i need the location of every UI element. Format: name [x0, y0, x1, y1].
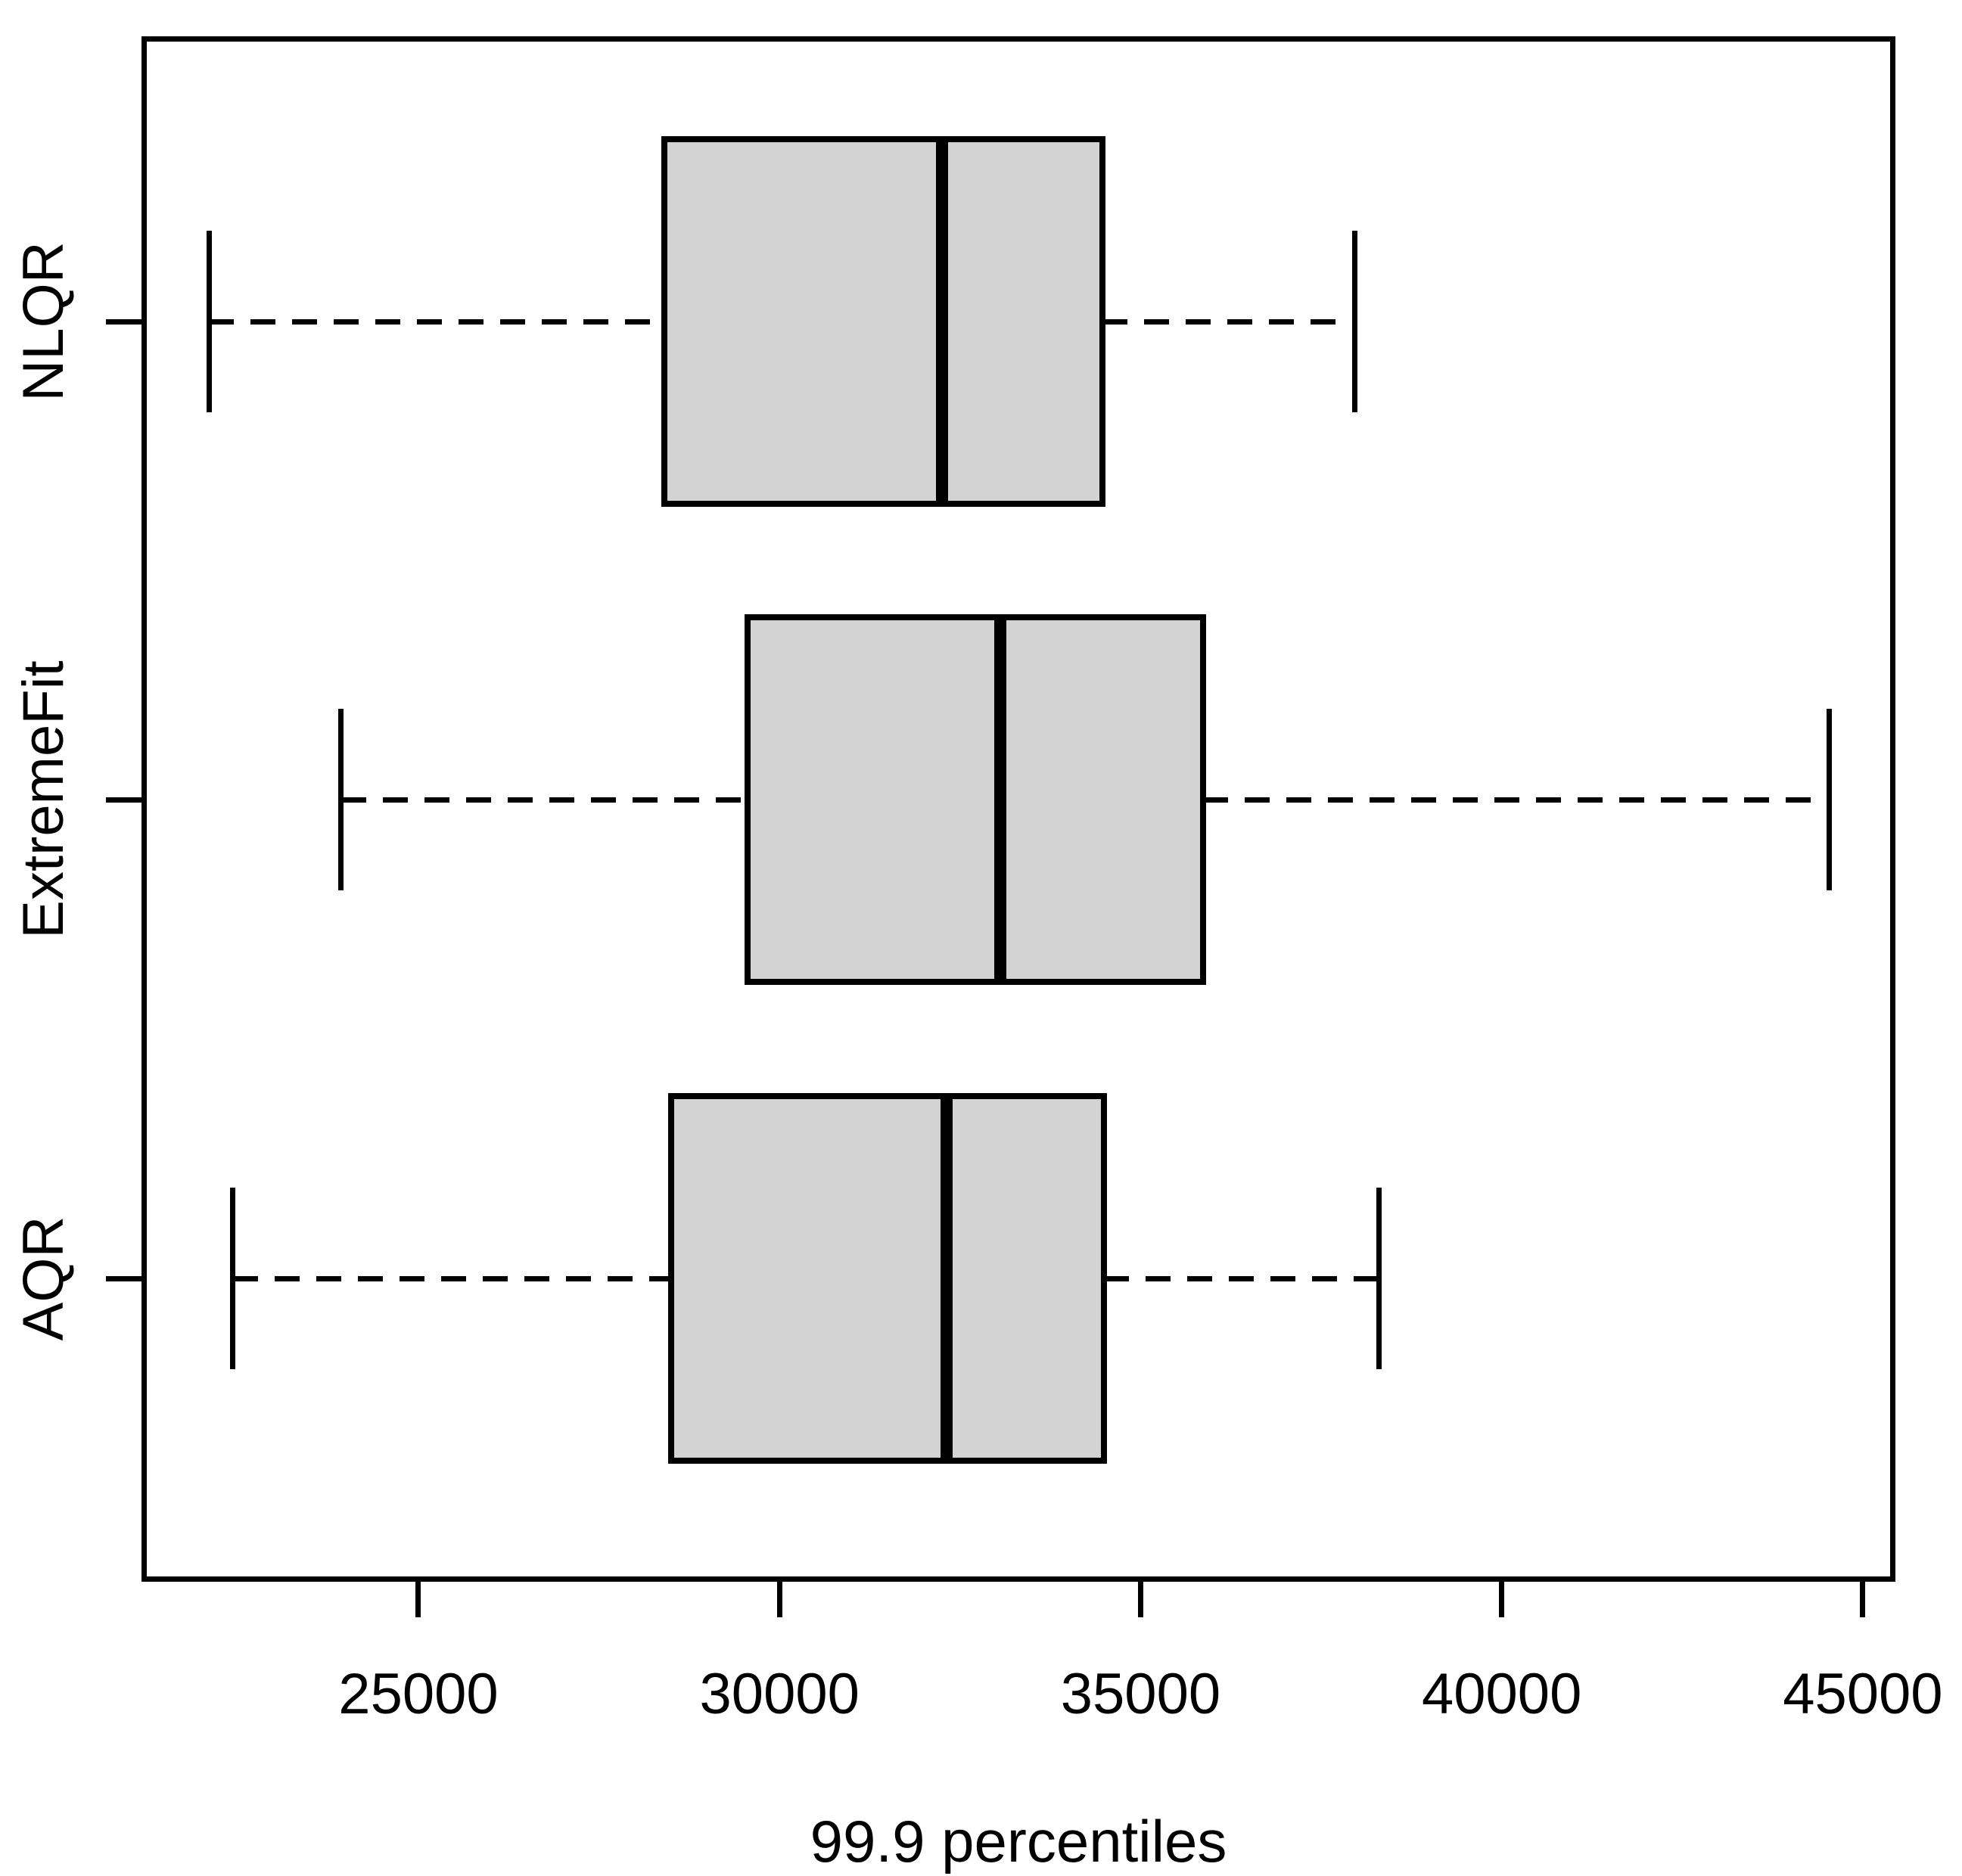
x-axis-title: 99.9 percentiles	[810, 1808, 1227, 1874]
median-AQR	[940, 1096, 953, 1461]
x-tick-label-35000: 35000	[1060, 1662, 1221, 1726]
whisker-right-NLQR	[1102, 318, 1355, 325]
whisker-cap-low-ExtremeFit	[338, 709, 344, 890]
whisker-cap-high-ExtremeFit	[1826, 709, 1832, 890]
y-tick-ExtremeFit	[106, 797, 144, 803]
whisker-cap-high-NLQR	[1352, 231, 1358, 412]
x-tick-30000	[776, 1579, 782, 1617]
x-tick-35000	[1137, 1579, 1143, 1617]
x-tick-25000	[415, 1579, 421, 1617]
median-ExtremeFit	[994, 617, 1007, 982]
whisker-right-AQR	[1103, 1275, 1379, 1281]
x-tick-label-40000: 40000	[1422, 1662, 1582, 1726]
x-tick-label-25000: 25000	[338, 1662, 499, 1726]
whisker-cap-low-AQR	[230, 1188, 236, 1369]
whisker-right-ExtremeFit	[1203, 797, 1830, 803]
iqr-box-ExtremeFit	[745, 614, 1207, 985]
y-axis-label-NLQR: NLQR	[11, 241, 76, 402]
y-tick-AQR	[106, 1275, 144, 1281]
whisker-cap-high-AQR	[1376, 1188, 1382, 1369]
x-tick-label-30000: 30000	[699, 1662, 860, 1726]
x-tick-45000	[1860, 1579, 1866, 1617]
x-tick-40000	[1499, 1579, 1505, 1617]
iqr-box-NLQR	[661, 136, 1105, 507]
whisker-left-AQR	[232, 1275, 672, 1281]
median-NLQR	[935, 139, 948, 504]
x-tick-label-45000: 45000	[1783, 1662, 1943, 1726]
y-axis-label-AQR: AQR	[11, 1216, 76, 1341]
iqr-box-AQR	[668, 1093, 1107, 1464]
whisker-left-NLQR	[209, 318, 664, 325]
y-tick-NLQR	[106, 318, 144, 325]
whisker-cap-low-NLQR	[206, 231, 212, 412]
y-axis-label-ExtremeFit: ExtremeFit	[11, 660, 76, 939]
whisker-left-ExtremeFit	[340, 797, 748, 803]
plot-area	[141, 36, 1895, 1582]
